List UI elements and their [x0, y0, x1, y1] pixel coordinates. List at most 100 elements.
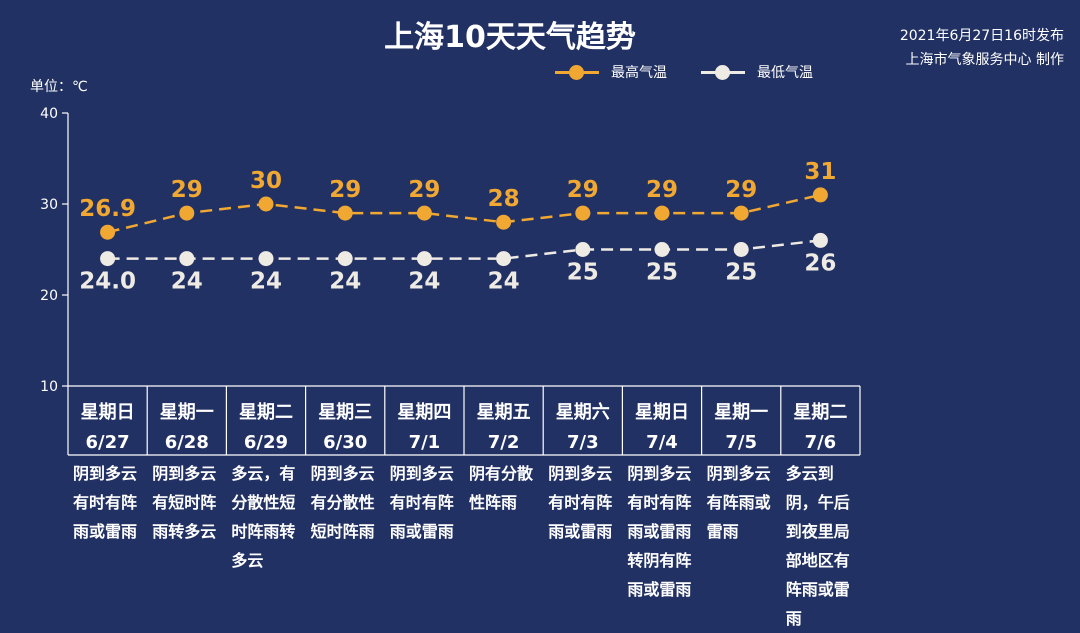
- weather-description: 多云到阴，午后到夜里局部地区有阵雨或雷雨: [785, 464, 850, 628]
- chart-title: 上海10天天气趋势: [384, 20, 636, 55]
- weather-description: 阴到多云有时有阵雨或雷雨: [73, 464, 138, 541]
- high-temp-label: 29: [646, 177, 678, 203]
- y-tick-label: 10: [40, 379, 58, 395]
- low-temp-point: [416, 251, 432, 267]
- y-tick-label: 30: [40, 197, 58, 213]
- high-temp-label: 29: [725, 177, 757, 203]
- low-temp-label: 24: [408, 269, 440, 295]
- low-temp-label: 24: [250, 269, 282, 295]
- day-header: 星期日 7/4: [622, 398, 701, 458]
- day-header: 星期日 6/27: [68, 398, 147, 458]
- weekday-label: 星期一: [714, 402, 769, 423]
- date-label: 7/6: [804, 432, 837, 453]
- high-temp-label: 26.9: [79, 196, 136, 222]
- date-label: 7/1: [408, 432, 441, 453]
- high-temp-label: 28: [488, 186, 520, 212]
- day-header: 星期一 6/28: [147, 398, 226, 458]
- legend-high-dot: [569, 64, 584, 80]
- weather-description: 阴到多云有时有阵雨或雷雨转阴有阵雨或雷雨: [627, 464, 692, 599]
- weekday-label: 星期二: [238, 402, 293, 423]
- day-header: 星期六 7/3: [543, 398, 622, 458]
- high-temp-line: [107, 193, 821, 234]
- legend-low-dot: [715, 64, 730, 80]
- weather-description: 阴到多云有短时阵雨转多云: [152, 464, 217, 541]
- legend-item-high: 最高气温: [555, 62, 667, 82]
- low-temp-label: 24: [488, 269, 520, 295]
- legend-low-label: 最低气温: [757, 65, 813, 81]
- weekday-label: 星期六: [555, 402, 610, 423]
- low-temp-point: [100, 251, 116, 267]
- high-temp-point: [100, 224, 116, 240]
- issuer: 上海市气象服务中心 制作: [905, 52, 1064, 68]
- high-temp-point: [179, 205, 195, 221]
- high-temp-point: [575, 205, 591, 221]
- weather-description: 阴有分散性阵雨: [469, 464, 534, 512]
- high-temp-point: [337, 205, 353, 221]
- issue-time: 2021年6月27日16时发布: [899, 28, 1064, 44]
- date-label: 6/27: [85, 432, 130, 453]
- weather-description: 阴到多云有阵雨或雷雨: [706, 464, 771, 541]
- legend-high-marker: [555, 64, 599, 80]
- low-temp-label: 24.0: [79, 269, 136, 295]
- date-label: 7/3: [566, 432, 599, 453]
- day-header: 星期二 6/29: [226, 398, 305, 458]
- high-temp-label: 31: [804, 159, 836, 185]
- weekday-label: 星期三: [318, 402, 373, 423]
- high-temp-label: 29: [567, 177, 599, 203]
- low-temp-label: 25: [646, 260, 678, 286]
- low-temp-label: 24: [171, 269, 203, 295]
- weekday-label: 星期一: [159, 402, 214, 423]
- weekday-label: 星期二: [793, 402, 848, 423]
- low-temp-point: [575, 242, 591, 257]
- day-header: 星期二 7/6: [781, 398, 860, 458]
- low-temp-line: [107, 239, 821, 260]
- high-temp-point: [654, 205, 670, 221]
- legend-high-label: 最高气温: [611, 65, 667, 81]
- day-header: 星期五 7/2: [464, 398, 543, 458]
- high-temp-point: [258, 196, 274, 212]
- low-temp-point: [654, 242, 670, 257]
- high-temp-label: 30: [250, 168, 282, 194]
- high-temp-point: [496, 214, 512, 230]
- low-temp-label: 25: [567, 260, 599, 286]
- date-label: 6/29: [243, 432, 289, 453]
- y-tick-label: 40: [40, 106, 58, 122]
- high-temp-label: 29: [329, 177, 361, 203]
- date-label: 7/4: [646, 432, 678, 453]
- low-temp-point: [179, 251, 195, 267]
- high-temp-point: [733, 205, 749, 221]
- legend-item-low: 最低气温: [701, 62, 813, 82]
- day-header: 星期一 7/5: [702, 398, 781, 458]
- weather-description: 多云，有分散性短时阵雨转多云: [231, 464, 296, 570]
- low-temp-point: [812, 232, 828, 248]
- weekday-label: 星期四: [397, 402, 452, 423]
- date-label: 6/30: [323, 432, 368, 453]
- unit-label: 单位：℃: [30, 79, 88, 95]
- low-temp-point: [337, 251, 353, 267]
- low-temp-point: [258, 251, 274, 267]
- weather-description: 阴到多云有时有阵雨或雷雨: [548, 464, 613, 541]
- weather-description: 阴到多云有时有阵雨或雷雨: [389, 464, 454, 541]
- weekday-label: 星期日: [80, 402, 135, 423]
- legend: 最高气温 最低气温: [555, 62, 847, 82]
- issue-info: 2021年6月27日16时发布 上海市气象服务中心 制作: [900, 24, 1064, 72]
- low-temp-label: 26: [804, 250, 836, 276]
- low-temp-point: [496, 251, 512, 267]
- weekday-label: 星期日: [634, 402, 689, 423]
- low-temp-label: 24: [329, 269, 361, 295]
- temperature-chart: 10 20 30 40 26.9 29 30 29 29 28 29 29 29 31 24.0 24 24 24…: [40, 106, 861, 456]
- date-label: 7/2: [487, 432, 520, 453]
- day-header: 星期三 6/30: [306, 398, 385, 458]
- weather-description: 阴到多云有分散性短时阵雨: [310, 464, 375, 541]
- legend-low-marker: [701, 64, 745, 80]
- y-tick-label: 20: [40, 288, 58, 304]
- high-temp-label: 29: [171, 177, 203, 203]
- date-label: 7/5: [725, 432, 757, 453]
- high-temp-point: [812, 187, 828, 203]
- high-temp-label: 29: [408, 177, 440, 203]
- low-temp-label: 25: [725, 260, 757, 286]
- day-header: 星期四 7/1: [385, 398, 464, 458]
- date-label: 6/28: [164, 432, 209, 453]
- high-temp-point: [416, 205, 432, 221]
- low-temp-point: [733, 242, 749, 257]
